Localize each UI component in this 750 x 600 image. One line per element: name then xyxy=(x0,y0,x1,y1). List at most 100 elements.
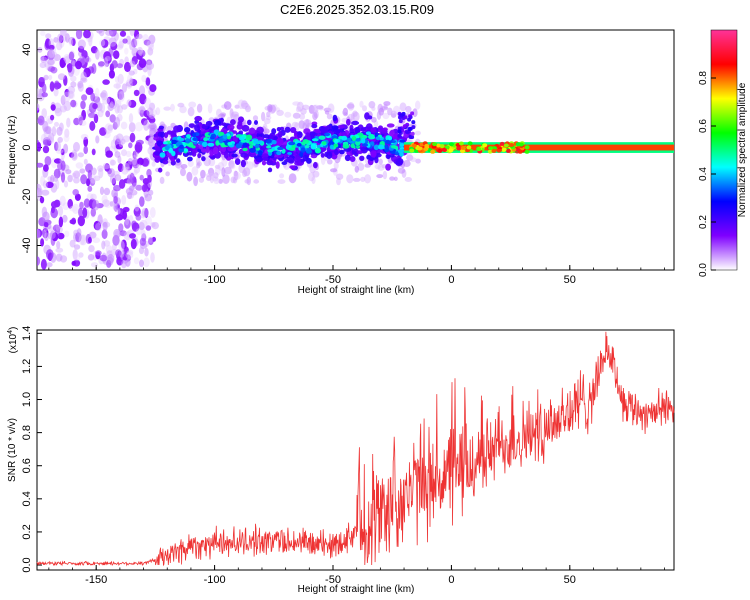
spectrogram-cell xyxy=(430,149,436,154)
spectrogram-cell xyxy=(99,127,107,136)
spectrogram-cell xyxy=(45,181,54,189)
colorbar-tick-label: 0.6 xyxy=(698,119,709,133)
spectrogram-cell xyxy=(65,169,72,175)
spectrogram-cell xyxy=(48,44,55,51)
spectrogram-cell xyxy=(242,147,248,152)
spectrogram-cell xyxy=(203,137,209,142)
y-tick-label: 0.6 xyxy=(21,458,33,473)
spectrogram-cell xyxy=(164,145,170,151)
spectrogram-cell xyxy=(197,153,202,159)
spectrogram-cell xyxy=(75,162,84,169)
spectrogram-cell xyxy=(138,58,147,69)
spectrogram-cell xyxy=(361,137,366,144)
spectrogram-cell xyxy=(144,97,152,109)
spectrogram-cell xyxy=(55,253,63,262)
spectrogram-cell xyxy=(262,153,269,158)
spectrogram-cell xyxy=(125,150,132,158)
spectrogram-cell xyxy=(407,117,412,122)
spectrogram-cell xyxy=(411,125,416,130)
spectrogram-cell xyxy=(386,153,391,159)
spectrogram-cell xyxy=(184,127,191,133)
spectrogram-cell xyxy=(194,124,200,132)
spectrogram-cell xyxy=(242,169,247,178)
spectrogram-cell xyxy=(227,142,233,146)
spectrogram-cell xyxy=(318,105,324,111)
spectrogram-cell xyxy=(201,156,206,162)
spectrogram-cell xyxy=(178,137,185,142)
spectrogram-cell xyxy=(349,156,356,162)
spectrogram-cell xyxy=(218,137,224,144)
spectrogram-cell xyxy=(206,175,212,182)
spectrogram-cell xyxy=(59,105,67,113)
spectrogram-cell xyxy=(384,144,389,150)
spectrogram-cell xyxy=(105,55,111,62)
spectrogram-cell xyxy=(501,147,507,152)
spectrogram-cell xyxy=(253,139,260,144)
spectrogram-cell xyxy=(145,77,151,86)
colorbar-tick-label: 0.0 xyxy=(698,263,709,277)
spectrogram-cell xyxy=(50,201,59,208)
spectrogram-cell xyxy=(121,83,127,93)
spectrogram-cell xyxy=(124,219,131,229)
spectrogram-cell xyxy=(341,135,348,141)
spectrogram-cell xyxy=(397,133,402,138)
spectrogram-cell xyxy=(399,139,406,143)
spectrogram-cell xyxy=(117,73,124,85)
spectrogram-cell xyxy=(59,59,66,69)
spectrogram-cell xyxy=(114,151,121,158)
snr-y-label: SNR (10 * v/v) xyxy=(7,418,18,482)
y-tick-label: -40 xyxy=(21,238,33,254)
spectrogram-cell xyxy=(368,101,376,109)
spectrogram-cell xyxy=(355,138,361,142)
spectrogram-cell xyxy=(99,39,106,47)
spectrogram-cell xyxy=(95,87,100,98)
spectrogram-cell xyxy=(370,127,376,133)
spectrogram-cell xyxy=(146,59,153,66)
snr-y-scale-exp: 4 xyxy=(7,330,14,334)
spectrogram-cell xyxy=(214,164,221,169)
spectrogram-cell xyxy=(205,146,210,154)
spectrogram-cell xyxy=(57,73,66,81)
spectrogram-cell xyxy=(388,136,393,141)
y-tick-label: 1.4 xyxy=(21,326,33,341)
spectrogram-cell xyxy=(55,224,60,231)
spectrogram-cell xyxy=(281,148,286,154)
spectrogram-cell xyxy=(44,156,52,166)
spectrogram-cell xyxy=(53,54,61,61)
carrier-core xyxy=(404,144,674,151)
spectrogram-cell xyxy=(435,143,441,148)
spectrogram-cell xyxy=(406,154,414,161)
spectrogram-cell xyxy=(42,145,50,154)
spectrogram-cell xyxy=(145,225,152,231)
x-tick-label: 0 xyxy=(448,574,454,586)
spectrogram-cell xyxy=(263,134,270,139)
spectrogram-cell xyxy=(100,39,109,48)
spectrogram-cell xyxy=(316,144,321,149)
spectrogram-cell xyxy=(53,52,58,62)
spectrogram-cell xyxy=(116,44,124,50)
spectrogram-cell xyxy=(193,143,200,150)
spectrogram-cell xyxy=(257,150,263,156)
spectrogram-cell xyxy=(323,107,332,113)
spectrogram-cell xyxy=(432,142,438,147)
x-tick-label: -100 xyxy=(204,574,226,586)
spectrogram-cell xyxy=(389,176,395,181)
x-tick-label: -50 xyxy=(325,274,341,286)
spectrogram-cell xyxy=(91,167,97,176)
spectrogram-cell xyxy=(216,108,222,118)
spectrogram-cell xyxy=(99,102,106,113)
spectrogram-cell xyxy=(103,187,111,196)
spectrogram-cell xyxy=(231,153,238,158)
spectrogram-cell xyxy=(87,185,93,192)
spectrogram-cell xyxy=(240,152,248,158)
spectrogram-cell xyxy=(360,176,366,182)
spectrogram-cell xyxy=(332,114,338,122)
spectrogram-cell xyxy=(210,133,217,139)
spectrogram-cell xyxy=(292,112,301,119)
spectrogram-cell xyxy=(141,74,147,83)
spectrogram-cell xyxy=(110,159,116,166)
spectrogram-cell xyxy=(201,124,208,130)
spectrogram-cell xyxy=(67,85,76,94)
spectrogram-cell xyxy=(110,173,117,185)
spectrogram-cell xyxy=(37,162,44,168)
